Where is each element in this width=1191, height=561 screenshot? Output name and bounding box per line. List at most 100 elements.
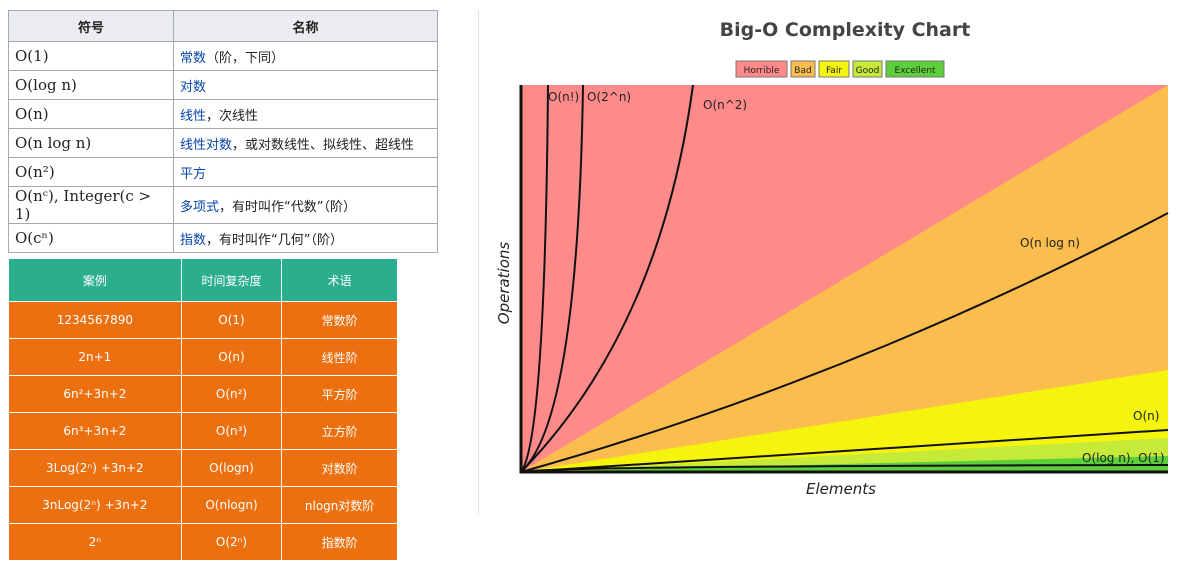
row: O(nᶜ), Integer(c > 1) 多项式，有时叫作“代数”（阶） xyxy=(8,186,438,224)
notation: O(n log n) xyxy=(8,128,174,158)
curve-label: O(n) xyxy=(1133,409,1159,423)
header-row: 案例 时间复杂度 术语 xyxy=(8,258,398,302)
curve-label: O(n^2) xyxy=(703,98,747,112)
name-cell: 多项式，有时叫作“代数”（阶） xyxy=(173,186,438,224)
legend-label: Horrible xyxy=(744,66,780,76)
row: 6n²+3n+2 O(n²) 平方阶 xyxy=(8,375,398,413)
chart-title: Big-O Complexity Chart xyxy=(720,19,971,41)
row: 6n³+3n+2 O(n³) 立方阶 xyxy=(8,412,398,450)
name-cell: 指数，有时叫作“几何”（阶） xyxy=(173,223,438,253)
row: 1234567890 O(1) 常数阶 xyxy=(8,301,398,339)
cell: O(logn) xyxy=(180,449,283,487)
legend-swatch xyxy=(885,60,945,78)
legend-label: Bad xyxy=(794,66,811,76)
curve xyxy=(520,429,1169,473)
cell: nlogn对数阶 xyxy=(281,486,398,524)
row: O(n²) 平方 xyxy=(8,157,438,187)
name-rest: ，有时叫作“代数”（阶） xyxy=(219,199,356,215)
name-cell: 平方 xyxy=(173,157,438,187)
name-cell: 线性对数，或对数线性、拟线性、超线性 xyxy=(173,128,438,158)
row: O(n log n) 线性对数，或对数线性、拟线性、超线性 xyxy=(8,128,438,158)
row: O(log n) 对数 xyxy=(8,70,438,100)
curve xyxy=(520,84,584,473)
cell: 立方阶 xyxy=(281,412,398,450)
cell: 6n³+3n+2 xyxy=(8,412,182,450)
notation: O(n²) xyxy=(8,157,174,187)
curve-label: O(n!) xyxy=(548,90,579,104)
curve xyxy=(520,84,549,473)
divider xyxy=(478,10,479,515)
curve-label: O(2^n) xyxy=(587,90,631,104)
curve-label: O(n log n) xyxy=(1020,236,1080,250)
region-horrible xyxy=(521,85,1168,472)
legend-swatch xyxy=(790,60,816,78)
cell: 线性阶 xyxy=(281,338,398,376)
cell: 2ⁿ xyxy=(8,523,182,561)
name-link: 平方 xyxy=(180,166,207,182)
curve xyxy=(520,212,1169,473)
name-link: 指数 xyxy=(180,232,207,248)
legend-label: Fair xyxy=(826,66,842,76)
row: 3Log(2ⁿ) +3n+2 O(logn) 对数阶 xyxy=(8,449,398,487)
cell: O(nlogn) xyxy=(180,486,283,524)
name-link: 多项式 xyxy=(180,199,220,215)
notation: O(1) xyxy=(8,41,174,71)
cell: O(2ⁿ) xyxy=(180,523,283,561)
legend-label: Good xyxy=(856,66,880,76)
row: 2ⁿ O(2ⁿ) 指数阶 xyxy=(8,523,398,561)
header-cell: 时间复杂度 xyxy=(180,258,283,302)
cell: 3Log(2ⁿ) +3n+2 xyxy=(8,449,182,487)
cell: 常数阶 xyxy=(281,301,398,339)
legend-label: Excellent xyxy=(894,66,936,76)
cell: 6n²+3n+2 xyxy=(8,375,182,413)
notation: O(cⁿ) xyxy=(8,223,174,253)
y-axis-label: Operations xyxy=(495,242,513,325)
cell: O(n) xyxy=(180,338,283,376)
notation: O(n) xyxy=(8,99,174,129)
name-link: 对数 xyxy=(180,79,207,95)
region-bad xyxy=(521,85,1168,472)
cell: 对数阶 xyxy=(281,449,398,487)
cell: 1234567890 xyxy=(8,301,182,339)
row: O(cⁿ) 指数，有时叫作“几何”（阶） xyxy=(8,223,438,253)
legend-swatch xyxy=(818,60,850,78)
cell: 平方阶 xyxy=(281,375,398,413)
notation: O(nᶜ), Integer(c > 1) xyxy=(8,186,174,224)
x-axis-label: Elements xyxy=(806,480,876,498)
name-cell: 常数（阶，下同） xyxy=(173,41,438,71)
row: 3nLog(2ⁿ) +3n+2 O(nlogn) nlogn对数阶 xyxy=(8,486,398,524)
cell: O(n²) xyxy=(180,375,283,413)
cell: 指数阶 xyxy=(281,523,398,561)
curve xyxy=(520,464,1169,473)
name-link: 线性对数 xyxy=(180,137,233,153)
notation-table: 符号 名称 O(1) 常数（阶，下同） O(log n) 对数 O(n) 线性，次线性 O(n … xyxy=(8,10,438,253)
region-fair xyxy=(521,370,1168,472)
curve-label: O(log n), O(1) xyxy=(1082,451,1165,465)
example-table: 案例 时间复杂度 术语 1234567890 O(1) 常数阶 2n+1 O(n) 线性阶 6n²… xyxy=(8,258,398,561)
legend-swatch xyxy=(735,60,788,78)
header-cell: 符号 xyxy=(8,10,174,42)
cell: O(n³) xyxy=(180,412,283,450)
legend-swatch xyxy=(852,60,883,78)
cell: 2n+1 xyxy=(8,338,182,376)
name-link: 常数 xyxy=(180,50,207,66)
region-good xyxy=(521,438,1168,472)
header-cell: 术语 xyxy=(281,258,398,302)
name-cell: 线性，次线性 xyxy=(173,99,438,129)
row: O(1) 常数（阶，下同） xyxy=(8,41,438,71)
header-cell: 名称 xyxy=(173,10,438,42)
header-cell: 案例 xyxy=(8,258,182,302)
name-rest: ，或对数线性、拟线性、超线性 xyxy=(232,137,415,153)
cell: 3nLog(2ⁿ) +3n+2 xyxy=(8,486,182,524)
name-cell: 对数 xyxy=(173,70,438,100)
axes xyxy=(519,85,1168,474)
name-rest: （阶，下同） xyxy=(206,50,285,66)
name-rest: ，次线性 xyxy=(206,108,259,124)
header-row: 符号 名称 xyxy=(8,10,438,42)
row: 2n+1 O(n) 线性阶 xyxy=(8,338,398,376)
region-excellent xyxy=(521,456,1168,472)
name-rest: ，有时叫作“几何”（阶） xyxy=(206,232,343,248)
cell: O(1) xyxy=(180,301,283,339)
row: O(n) 线性，次线性 xyxy=(8,99,438,129)
